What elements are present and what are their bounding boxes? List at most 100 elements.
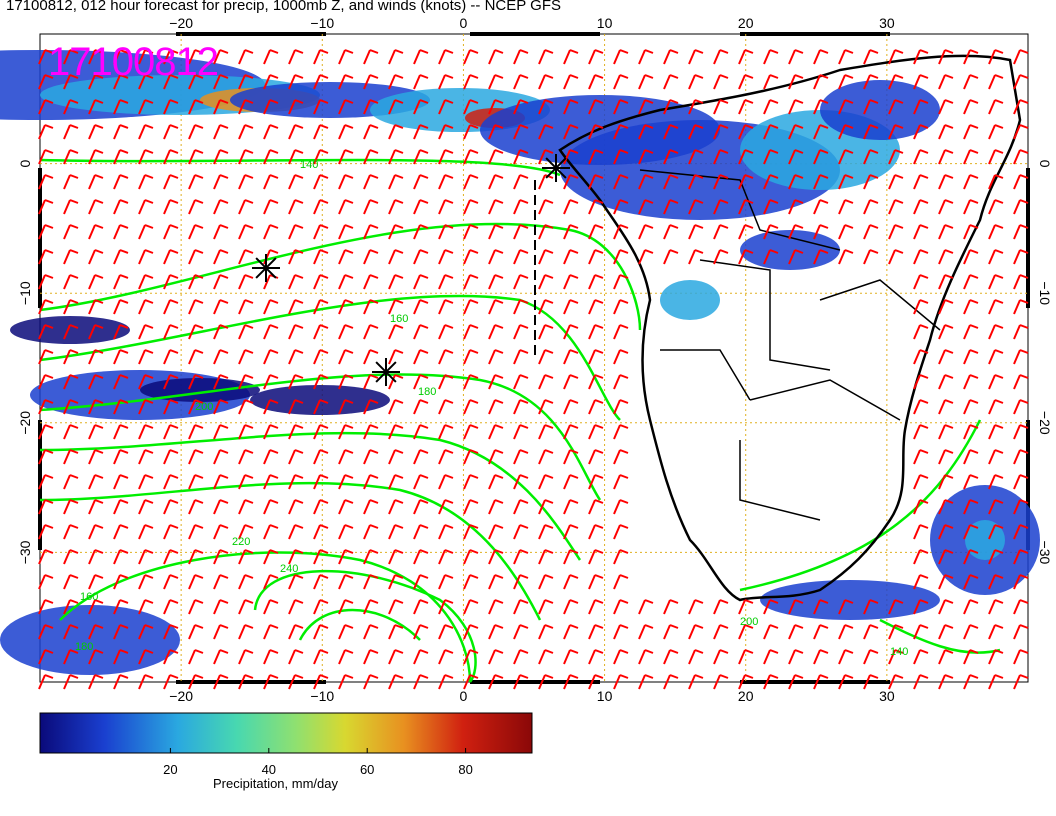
wind-barb [188, 449, 204, 465]
barb-stroke [513, 74, 529, 90]
barb-stroke [538, 649, 554, 665]
wind-barb [538, 574, 554, 590]
barb-stroke [138, 399, 154, 415]
barb-stroke [288, 449, 304, 465]
barb-stroke [113, 524, 129, 540]
wind-barb [213, 274, 229, 290]
barb-stroke [338, 374, 354, 390]
wind-barb [188, 524, 204, 540]
barb-stroke [113, 449, 129, 465]
barb-stroke [438, 74, 454, 90]
barb-stroke [438, 274, 454, 290]
wind-barb [438, 449, 454, 465]
wind-barb [238, 374, 254, 390]
wind-barb [538, 449, 554, 465]
wind-barb [763, 174, 779, 190]
wind-barb [338, 499, 354, 515]
wind-barb [288, 224, 304, 240]
wind-barb [938, 349, 954, 365]
wind-barb [663, 649, 679, 665]
barb-stroke [638, 124, 654, 140]
wind-barb [738, 674, 754, 690]
barb-stroke [213, 524, 229, 540]
barb-stroke [438, 424, 454, 440]
barb-stroke [238, 324, 254, 340]
wind-barb [738, 174, 754, 190]
barb-stroke [463, 649, 479, 665]
barb-stroke [38, 49, 54, 65]
wind-barb [538, 74, 554, 90]
wind-barb [463, 549, 479, 565]
wind-barb [1013, 374, 1029, 390]
barb-stroke [563, 274, 579, 290]
barb-stroke [538, 574, 554, 590]
barb-stroke [38, 649, 54, 665]
barb-stroke [188, 449, 204, 465]
wind-barb [238, 74, 254, 90]
barb-stroke [138, 499, 154, 515]
wind-barb [188, 399, 204, 415]
barb-stroke [913, 174, 929, 190]
barb-stroke [438, 574, 454, 590]
country-border [699, 259, 831, 371]
barb-stroke [163, 424, 179, 440]
wind-barb [913, 249, 929, 265]
wind-barb [988, 149, 1004, 165]
wind-barb [238, 99, 254, 115]
wind-barb [413, 574, 429, 590]
barb-stroke [413, 674, 429, 690]
wind-barb [738, 624, 754, 640]
wind-barb [188, 124, 204, 140]
barb-stroke [438, 349, 454, 365]
wind-barb [913, 299, 929, 315]
wind-barb [238, 124, 254, 140]
wind-barb [238, 174, 254, 190]
barb-stroke [613, 349, 629, 365]
wind-barb [963, 674, 979, 690]
wind-barb [1013, 224, 1029, 240]
barb-stroke [388, 174, 404, 190]
wind-barb [388, 399, 404, 415]
barb-stroke [713, 624, 729, 640]
barb-stroke [888, 99, 904, 115]
wind-barb [863, 224, 879, 240]
wind-barb [938, 299, 954, 315]
barb-stroke [538, 674, 554, 690]
wind-barb [813, 49, 829, 65]
barb-stroke [238, 199, 254, 215]
barb-stroke [488, 74, 504, 90]
wind-barb [238, 499, 254, 515]
wind-barb [913, 499, 929, 515]
barb-stroke [263, 549, 279, 565]
barb-stroke [388, 199, 404, 215]
wind-barb [763, 74, 779, 90]
barb-stroke [313, 224, 329, 240]
wind-barb [188, 199, 204, 215]
wind-barb [913, 649, 929, 665]
wind-barb [838, 599, 854, 615]
wind-barb [738, 99, 754, 115]
barb-stroke [88, 624, 104, 640]
barb-stroke [688, 674, 704, 690]
barb-stroke [88, 199, 104, 215]
barb-stroke [313, 49, 329, 65]
barb-stroke [38, 299, 54, 315]
wind-barb [263, 424, 279, 440]
barb-stroke [638, 49, 654, 65]
barb-stroke [138, 449, 154, 465]
wind-barb [363, 149, 379, 165]
barb-stroke [613, 549, 629, 565]
barb-stroke [638, 249, 654, 265]
wind-barb [738, 224, 754, 240]
barb-stroke [588, 274, 604, 290]
wind-barb [588, 549, 604, 565]
wind-barb [438, 374, 454, 390]
barb-stroke [513, 499, 529, 515]
barb-stroke [438, 674, 454, 690]
barb-stroke [38, 499, 54, 515]
wind-barb [538, 474, 554, 490]
wind-barb [138, 299, 154, 315]
barb-stroke [538, 274, 554, 290]
barb-stroke [88, 424, 104, 440]
barb-stroke [563, 424, 579, 440]
